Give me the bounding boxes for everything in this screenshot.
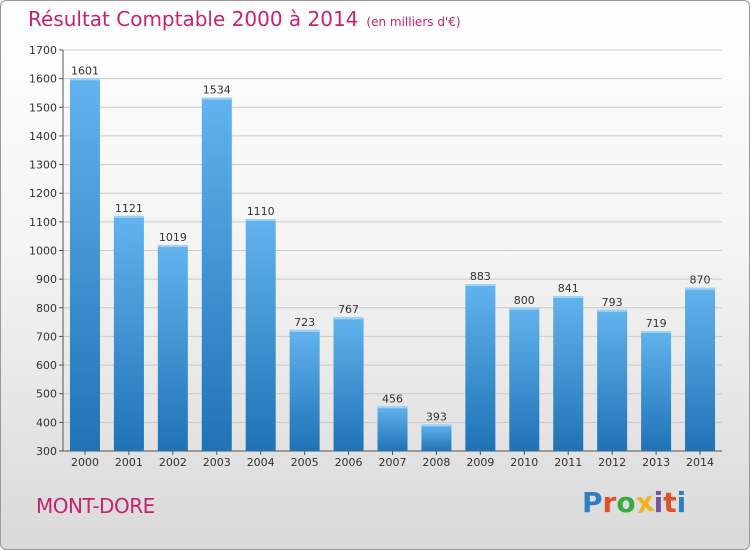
bar-2003	[201, 97, 232, 451]
y-tick-label: 1700	[29, 44, 57, 57]
x-tick-label-2000: 2000	[71, 456, 99, 469]
y-tick-label: 900	[36, 273, 57, 286]
y-tick-label: 1500	[29, 101, 57, 114]
y-tick-label: 500	[36, 388, 57, 401]
y-tick-label: 1400	[29, 130, 57, 143]
bar-2010	[509, 307, 540, 451]
x-tick-label-2014: 2014	[686, 456, 714, 469]
data-label-2007: 456	[382, 392, 403, 405]
data-label-2002: 1019	[159, 231, 187, 244]
x-tick-label-2006: 2006	[335, 456, 363, 469]
bar-2012	[597, 309, 628, 451]
x-tick-label-2011: 2011	[554, 456, 582, 469]
logo-letter: i	[653, 486, 664, 519]
place-name: MONT-DORE	[36, 494, 155, 518]
logo-letter: i	[676, 486, 687, 519]
data-label-2004: 1110	[247, 205, 275, 218]
bar-2005	[289, 329, 320, 451]
title-line: Résultat Comptable 2000 à 2014 (en millie…	[28, 7, 461, 31]
bar-2011	[553, 296, 584, 451]
x-tick-labels: 2000 2001 2002 2003 2004 2005 2006 2007 2008 2009…	[71, 451, 714, 469]
bar-highlight	[641, 330, 672, 333]
x-tick-label-2002: 2002	[159, 456, 187, 469]
bar-highlight	[377, 406, 408, 409]
bar-2008	[421, 424, 452, 451]
y-tick-labels: 300 400 500 600 700 800 900 1000 1100 1200 1300 140…	[29, 44, 57, 458]
y-tick-label: 800	[36, 302, 57, 315]
data-label-2003: 1534	[203, 84, 231, 97]
y-tick-label: 600	[36, 359, 57, 372]
y-tick-label: 1600	[29, 73, 57, 86]
x-tick-label-2007: 2007	[379, 456, 407, 469]
logo-letter: t	[663, 486, 677, 519]
proxiti-logo: Proxiti	[582, 484, 687, 521]
bar-highlight	[69, 78, 100, 81]
bar-highlight	[685, 287, 716, 290]
data-label-2014: 870	[690, 274, 711, 287]
x-tick-label-2009: 2009	[466, 456, 494, 469]
bar-highlight	[553, 296, 584, 299]
bar-highlight	[245, 218, 276, 221]
bar-2014	[685, 287, 716, 451]
data-label-2013: 719	[646, 317, 667, 330]
y-tick-label: 1100	[29, 216, 57, 229]
bar-highlight	[465, 284, 496, 287]
x-tick-label-2005: 2005	[291, 456, 319, 469]
data-label-2010: 800	[514, 294, 535, 307]
data-label-2012: 793	[602, 296, 623, 309]
y-tick-label: 1000	[29, 245, 57, 258]
bar-highlight	[333, 317, 364, 320]
y-tick-label: 300	[36, 445, 57, 458]
bar-highlight	[201, 97, 232, 100]
bar-highlight	[421, 424, 452, 427]
bar-2009	[465, 284, 496, 451]
x-tick-label-2010: 2010	[510, 456, 538, 469]
data-labels: 1601 1121 1019 1534 1110 723 767 456 393 883 800 84…	[71, 64, 711, 423]
bar-2001	[113, 215, 144, 451]
x-tick-label-2008: 2008	[422, 456, 450, 469]
bar-highlight	[597, 309, 628, 312]
chart-subtitle: (en milliers d'€)	[366, 15, 461, 29]
bar-2004	[245, 218, 276, 451]
data-label-2000: 1601	[71, 64, 99, 77]
bar-2007	[377, 406, 408, 451]
data-label-2001: 1121	[115, 202, 143, 215]
data-label-2005: 723	[294, 316, 315, 329]
bar-highlight	[113, 215, 144, 218]
bar-2013	[641, 330, 672, 451]
bar-highlight	[509, 307, 540, 310]
bar-highlight	[289, 329, 320, 332]
y-tick-label: 400	[36, 416, 57, 429]
data-label-2008: 393	[426, 410, 447, 423]
data-label-2011: 841	[558, 282, 579, 295]
data-label-2006: 767	[338, 303, 359, 316]
x-tick-label-2012: 2012	[598, 456, 626, 469]
x-tick-label-2013: 2013	[642, 456, 670, 469]
bar-highlight	[157, 245, 188, 248]
bars	[69, 78, 716, 451]
logo-letter: o	[616, 486, 636, 519]
x-tick-label-2004: 2004	[247, 456, 275, 469]
bar-2000	[69, 78, 100, 451]
y-tick-label: 700	[36, 330, 57, 343]
x-tick-label-2003: 2003	[203, 456, 231, 469]
logo-letter: P	[582, 486, 603, 519]
logo-letter: r	[602, 486, 617, 519]
y-tick-label: 1300	[29, 159, 57, 172]
bar-2002	[157, 245, 188, 451]
data-label-2009: 883	[470, 270, 491, 283]
bar-2006	[333, 317, 364, 451]
y-tick-label: 1200	[29, 187, 57, 200]
chart-title: Résultat Comptable 2000 à 2014	[28, 7, 359, 31]
logo-letter: x	[633, 484, 656, 521]
x-tick-label-2001: 2001	[115, 456, 143, 469]
